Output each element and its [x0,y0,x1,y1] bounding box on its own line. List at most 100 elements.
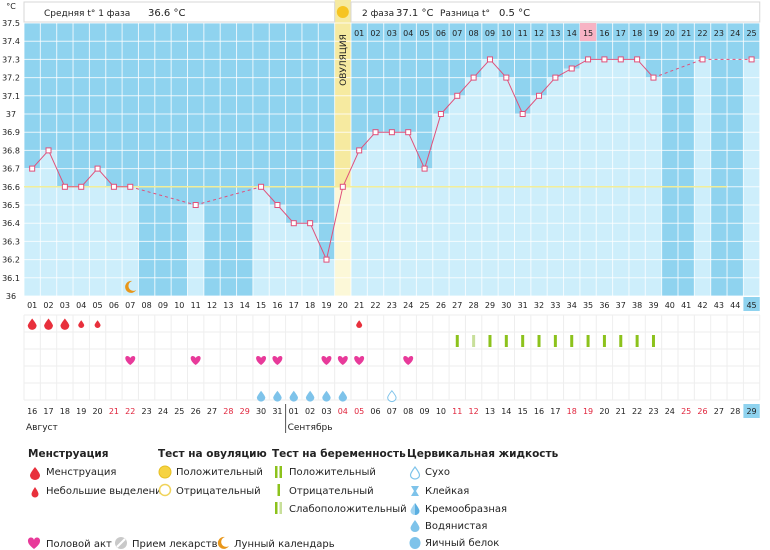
calendar-day-label: 27 [714,407,724,416]
y-tick-label: 37.3 [2,55,20,64]
phase2-day-label: 21 [681,29,691,38]
temperature-line-segment [48,150,66,188]
pregnancy-test-positive-icon [635,335,639,347]
temperature-column [89,168,106,296]
y-tick-label: 37 [6,110,16,119]
legend-fluid-watery: Водянистая [425,521,488,532]
phase2-day-label: 14 [567,29,577,38]
calendar-day-label: 04 [338,407,348,416]
cycle-day-label: 43 [714,301,724,310]
cycle-day-label: 18 [305,301,315,310]
fluid-dry-icon [387,389,397,403]
temperature-line-segment [195,186,262,206]
temperature-column [269,205,286,296]
cycle-day-label: 13 [223,301,233,310]
cycle-day-label: 37 [616,301,626,310]
calendar-day-label: 22 [125,407,135,416]
y-tick-label: 36.1 [2,274,20,283]
temperature-column [530,95,548,296]
calendar-day-label: 16 [27,407,37,416]
intercourse-icon [125,356,136,365]
phase2-day-label: 13 [550,29,560,38]
temperature-line-segment [342,150,360,188]
phase2-day-label: 22 [697,29,707,38]
spotting-icon [78,320,85,328]
temperature-point [470,74,477,81]
calendar-day-label: 26 [191,407,201,416]
legend-pregnancy-test-weak: Слабоположительный [289,504,407,515]
legend-ovulation-test-title: Тест на овуляцию [158,448,267,460]
pregnancy-test-positive-icon [521,335,525,347]
temperature-column [694,59,711,297]
intercourse-icon [337,356,348,365]
temperature-point [503,74,510,81]
temperature-point [323,256,330,263]
legend-pregnancy-test-title: Тест на беременность [272,448,406,460]
pregnancy-test-positive-icon [455,335,459,347]
phase2-day-label: 12 [534,29,544,38]
calendar-day-label: 14 [501,407,511,416]
phase2-day-label: 02 [370,29,380,38]
legend-pregnancy-test-positive: Положительный [289,467,376,478]
temperature-point [307,220,314,227]
temperature-point [634,56,641,63]
calendar-day-label: 09 [419,407,429,416]
month-label: Август [26,423,58,433]
fluid-dry-icon [409,466,421,480]
cycle-day-label: 19 [321,301,331,310]
temperature-line-segment [97,168,115,188]
temperature-column [416,168,433,296]
calendar-day-label: 01 [289,407,299,416]
cycle-day-label: 25 [419,301,429,310]
temperature-point [127,183,134,190]
fluid-watery-icon [338,390,348,402]
temperature-line-segment [653,58,703,79]
cycle-day-label: 11 [191,301,201,310]
fluid-sticky-icon [411,486,419,496]
phase2-day-label: 19 [648,29,658,38]
temperature-line-segment [31,150,49,169]
phase2-day-label: 11 [518,29,528,38]
temperature-point [650,74,657,81]
ovulation-test-positive-icon [158,465,172,479]
ovulation-test-negative-icon [158,483,172,497]
calendar-day-label: 11 [452,407,462,416]
calendar-day-label: 26 [697,407,707,416]
fluid-watery-icon [289,390,298,402]
temperature-point [699,56,706,63]
pregnancy-test-positive-icon [488,335,492,347]
cycle-day-label: 39 [648,301,658,310]
temperature-point [519,111,526,117]
fluid-watery-icon [410,520,420,532]
calendar-day-label: 24 [665,407,675,416]
phase2-day-label: 23 [714,29,724,38]
cycle-day-label: 24 [403,301,413,310]
temperature-point [274,202,281,208]
phase1-header [23,1,336,23]
temperature-column [383,132,401,296]
phase2-day-label: 24 [730,29,740,38]
pregnancy-test-positive-icon [553,335,557,347]
legend-lunar: Лунный календарь [234,539,335,550]
y-tick-label: 36.4 [2,219,20,228]
calendar-day-label: 31 [272,407,282,416]
y-tick-label: 36.2 [2,256,20,265]
diff-value: 0.5 °C [499,8,530,19]
ovulation-label: ОВУЛЯЦИЯ [339,34,349,86]
cycle-day-label: 38 [632,301,642,310]
temperature-point [568,65,575,72]
phase2-day-label: 05 [419,29,429,38]
cycle-day-label: 32 [534,301,544,310]
temperature-line-segment [505,77,524,115]
phase2-day-label: 20 [665,29,675,38]
phase2-value: 37.1 °C [396,8,433,19]
legend-spotting-item: Небольшие выделения [46,486,168,497]
fluid-watery-icon [273,390,282,402]
phase2-day-label: 01 [354,29,364,38]
temperature-point [45,147,52,154]
cycle-day-label: 23 [387,301,397,310]
cycle-day-label: 03 [60,301,70,310]
y-tick-label: 36.7 [2,165,20,174]
y-tick-label: 37.2 [2,74,20,83]
y-tick-label: 36.3 [2,237,20,246]
